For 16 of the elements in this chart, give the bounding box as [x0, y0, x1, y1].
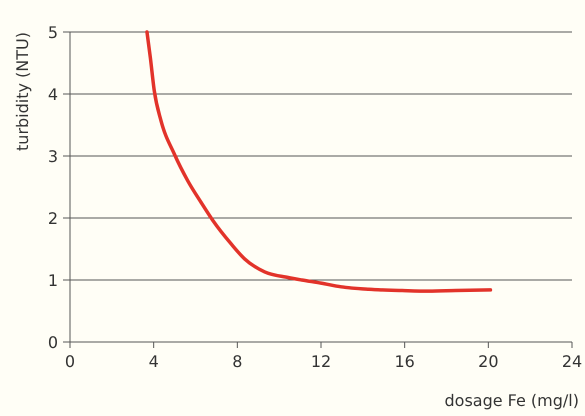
y-tick-label: 5 [48, 23, 58, 42]
x-tick-label: 12 [310, 352, 332, 371]
line-series [145, 30, 492, 293]
y-tick-label: 0 [48, 333, 58, 352]
x-tick-label: 8 [232, 352, 242, 371]
y-tick-label: 2 [48, 209, 58, 228]
y-tick-label: 3 [48, 147, 58, 166]
y-tick-label: 4 [48, 85, 58, 104]
x-tick-label: 0 [64, 352, 76, 371]
x-axis-title: dosage Fe (mg/l) [444, 391, 579, 410]
x-tick-label: 4 [148, 352, 159, 371]
x-tick-label: 16 [394, 352, 415, 371]
x-tick-label: 20 [478, 352, 499, 371]
y-tick-label: 1 [48, 271, 58, 290]
y-axis-title: turbidity (NTU) [13, 32, 32, 151]
x-tick-label: 24 [562, 352, 582, 371]
